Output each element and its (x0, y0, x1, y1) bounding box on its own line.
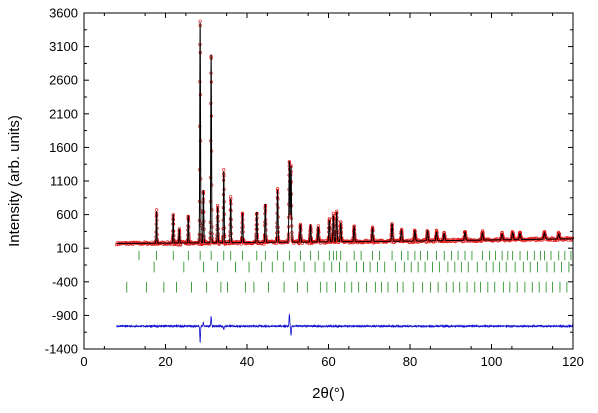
y-tick-label: -1400 (45, 342, 78, 357)
calculated-curve-layer (116, 22, 573, 244)
x-tick-label: 100 (481, 354, 503, 369)
observed-points (114, 19, 575, 247)
y-tick-label: 100 (56, 241, 78, 256)
observed-point (146, 242, 150, 246)
difference-curve-layer (116, 313, 574, 343)
reflection-markers-phase-2 (153, 261, 570, 273)
x-tick-label: 20 (158, 354, 172, 369)
observed-points-layer (114, 19, 575, 247)
observed-point (379, 239, 383, 243)
y-tick-label: 2100 (49, 106, 78, 121)
observed-point (276, 187, 280, 191)
y-tick-label: 3600 (49, 6, 78, 21)
x-tick-label: 120 (562, 354, 584, 369)
difference-curve (116, 313, 574, 343)
y-tick-label: -900 (52, 308, 78, 323)
reflection-markers-phase-3 (126, 281, 568, 293)
plot-frame (83, 12, 574, 350)
y-tick-label: 1100 (50, 174, 78, 189)
reflection-markers (126, 250, 572, 293)
calculated-curve (116, 22, 573, 244)
observed-point (449, 239, 454, 243)
observed-point (331, 211, 335, 215)
observed-point (149, 242, 153, 246)
observed-point (222, 168, 226, 172)
y-axis-label: Intensity (arb. units) (6, 115, 23, 247)
observed-point (485, 237, 489, 241)
observed-point (493, 237, 498, 241)
y-tick-label: 3100 (49, 39, 78, 54)
y-tick-label: 2600 (49, 73, 78, 88)
axes: 0 20 40 60 80 100 120 -1400 -900 -400 100 600 1100 16… (45, 6, 584, 370)
y-tick-label: -400 (52, 274, 78, 289)
y-tick-label: 1600 (49, 140, 78, 155)
x-tick-label: 0 (80, 354, 87, 369)
reflection-markers-phase-1 (138, 250, 572, 261)
observed-point (198, 19, 202, 24)
observed-point (120, 241, 125, 245)
x-tick-label: 40 (240, 354, 254, 369)
x-tick-label: 60 (321, 354, 335, 369)
observed-point (179, 243, 183, 247)
x-axis-label: 2θ(°) (312, 385, 345, 402)
x-tick-label: 80 (403, 354, 417, 369)
observed-point (447, 239, 451, 243)
y-tick-label: 600 (56, 207, 78, 222)
observed-point (154, 208, 159, 212)
